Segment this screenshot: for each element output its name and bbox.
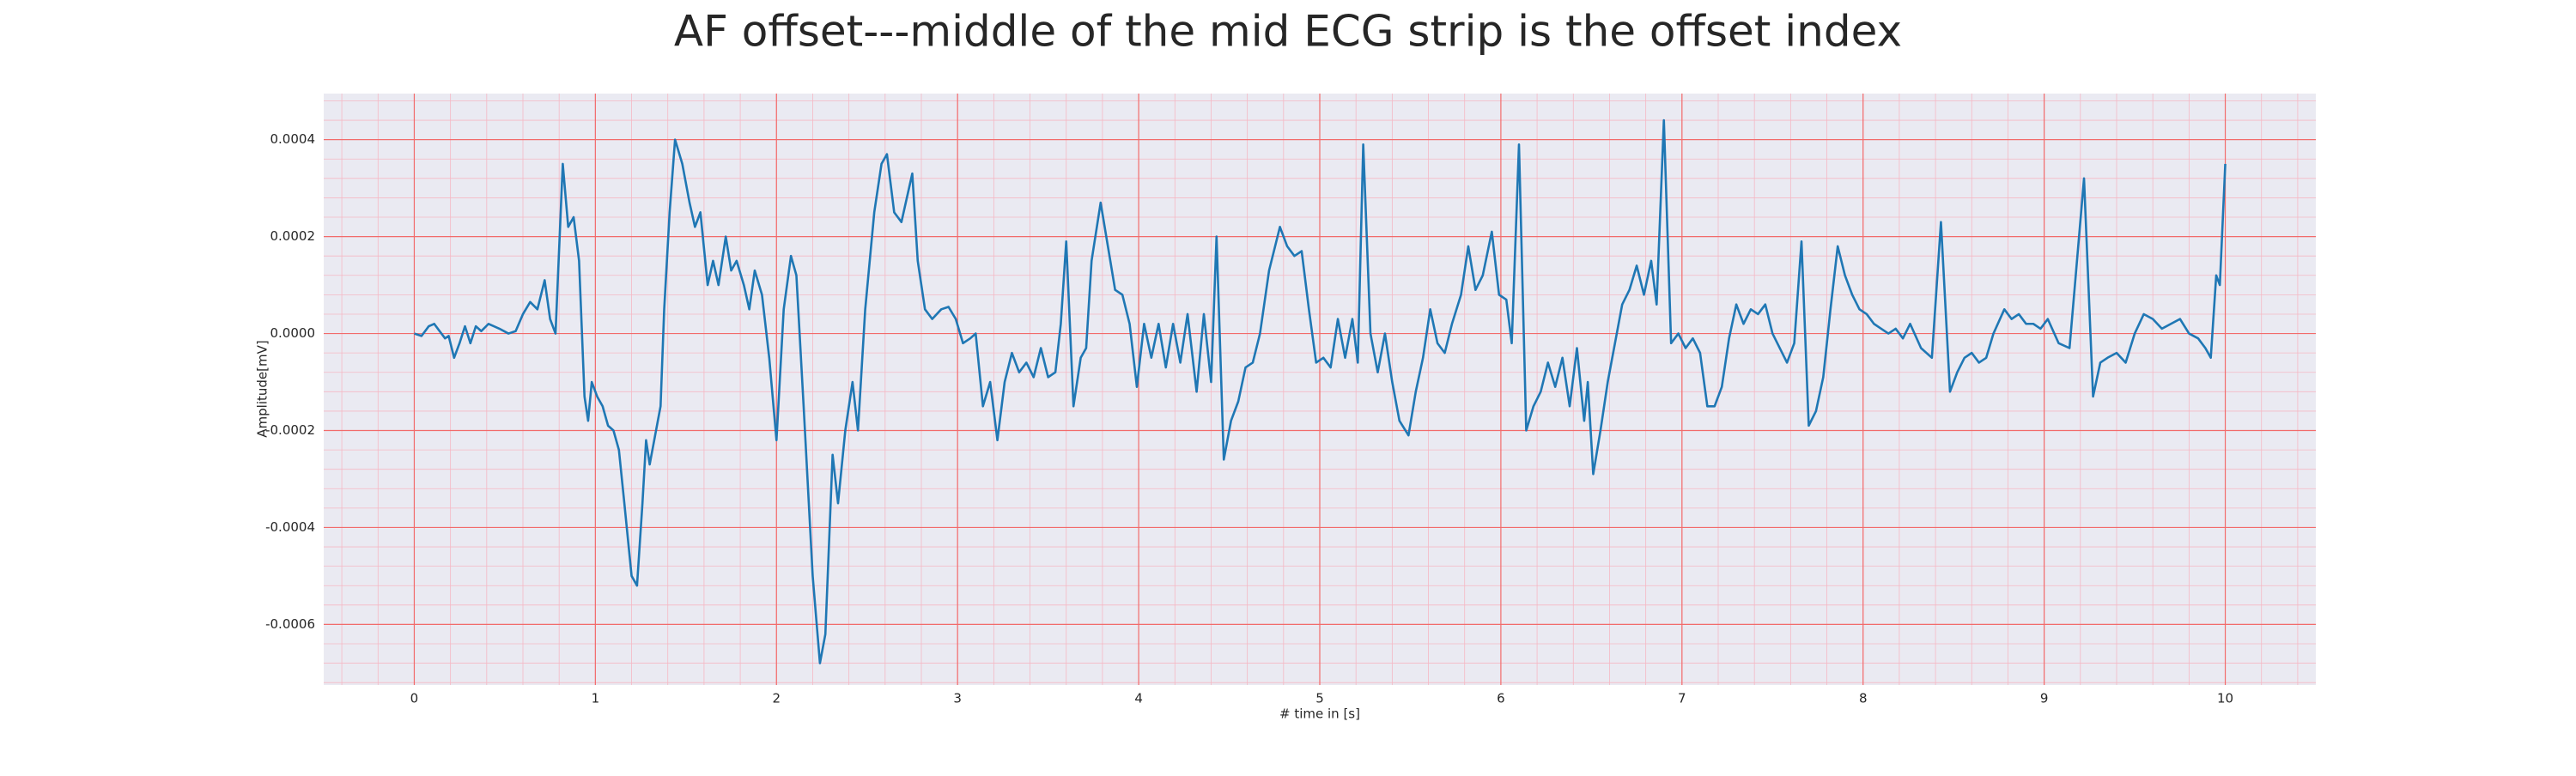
y-tick-label: -0.0004 [265,519,315,535]
y-tick-label: -0.0002 [265,422,315,438]
x-tick-label: 8 [1859,691,1868,706]
y-tick-label: -0.0006 [265,616,315,632]
chart-title: AF offset---middle of the mid ECG strip … [674,7,1902,57]
plot-area [324,94,2316,685]
y-tick-label: 0.0004 [270,131,316,147]
x-tick-label: 9 [2040,691,2049,706]
y-axis-label: Amplitude[mV] [255,340,270,437]
x-tick-label: 4 [1134,691,1143,706]
ecg-line [414,118,2227,664]
x-tick-label: 0 [410,691,419,706]
x-tick-label: 2 [772,691,781,706]
x-tick-label: 10 [2217,691,2233,706]
y-tick-label: 0.0000 [270,325,316,341]
x-tick-label: 7 [1678,691,1686,706]
x-axis-label: # time in [s] [1279,706,1360,722]
x-tick-label: 6 [1497,691,1505,706]
x-tick-label: 5 [1315,691,1324,706]
x-tick-label: 3 [953,691,962,706]
y-tick-label: 0.0002 [270,228,316,244]
x-tick-label: 1 [592,691,600,706]
